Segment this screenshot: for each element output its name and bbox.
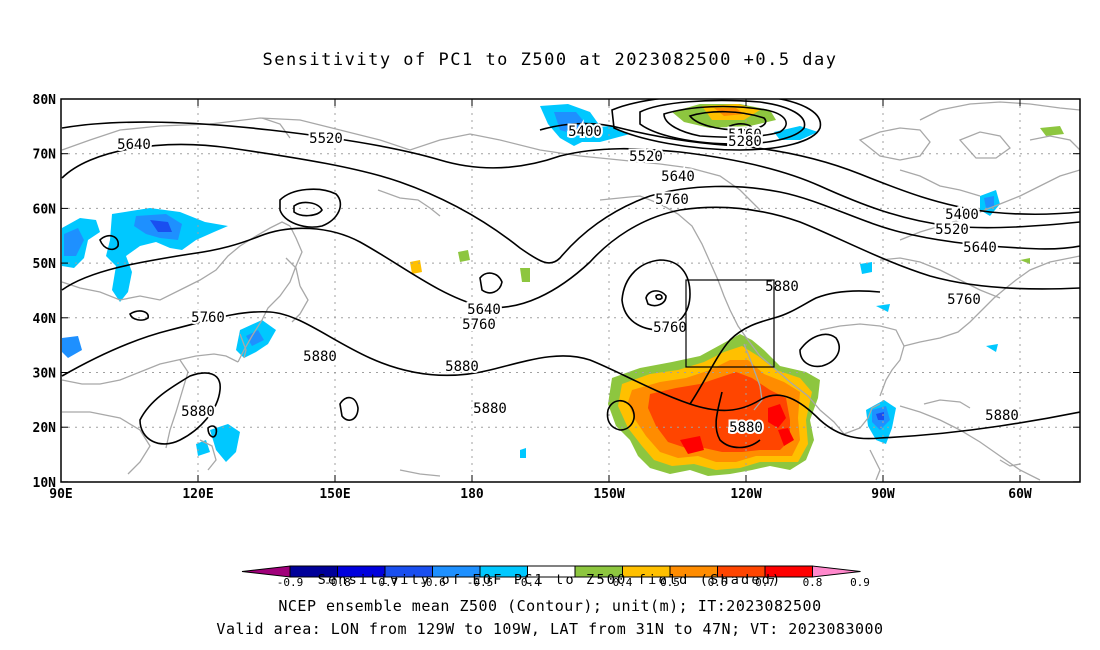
contour-label: 5640: [467, 302, 501, 318]
colorbar-tick-label: 0.5: [660, 576, 680, 589]
axis-ticks: [60, 98, 1080, 483]
contour-label: 5760: [462, 317, 496, 333]
lon-label: 150E: [319, 487, 350, 502]
contour-label: 5880: [445, 359, 479, 375]
lon-axis-labels: 90E 120E 150E 180 150W 120W 90W 60W: [49, 487, 1032, 502]
contour-label: 5640: [963, 240, 997, 256]
contour-label: 5400: [568, 124, 602, 140]
lat-label: 10N: [33, 476, 57, 491]
contour-label: 5520: [629, 149, 663, 165]
chart-title: Sensitivity of PC1 to Z500 at 2023082500…: [262, 50, 838, 70]
colorbar: -0.9 -0.8 -0.7 -0.6 -0.5 -0.4 0.4 0.5 0.6 0.7 0.8 0…: [241, 565, 870, 589]
contour-label: 5160: [728, 127, 762, 143]
coastlines: [61, 101, 1080, 481]
contour-label: 5280: [728, 134, 762, 150]
contour-label: 5760: [653, 320, 687, 336]
graticule: [61, 99, 1080, 482]
colorbar-tick-label: 0.6: [708, 576, 728, 589]
lon-label: 90W: [871, 487, 895, 502]
lon-label: 150W: [593, 487, 624, 502]
lat-label: 20N: [33, 421, 57, 436]
lon-label: 60W: [1008, 487, 1032, 502]
contour-labels: 5640 5520 5400 5160528055205640576054005520…: [115, 122, 1021, 438]
contour-label: 5760: [655, 192, 689, 208]
colorbar-tick-label: -0.4: [514, 576, 541, 589]
contour-label: 5520: [309, 131, 343, 147]
colorbar-tick-label: -0.7: [372, 576, 399, 589]
contour-label: 5640: [117, 137, 151, 153]
lat-label: 30N: [33, 367, 57, 382]
lat-label: 60N: [33, 202, 57, 217]
colorbar-tick-label: -0.5: [467, 576, 494, 589]
lat-label: 40N: [33, 312, 57, 327]
lon-label: 120W: [730, 487, 761, 502]
colorbar-tick-label: 0.9: [850, 576, 870, 589]
contour-label: 5400: [945, 207, 979, 223]
contour-label: 5880: [765, 279, 799, 295]
lat-axis-labels: 80N 70N 60N 50N 40N 30N 20N 10N: [33, 93, 57, 491]
lon-label: 120E: [182, 487, 213, 502]
contour-label: 5760: [191, 310, 225, 326]
colorbar-tick-label: 0.7: [755, 576, 775, 589]
contour-label: 5880: [985, 408, 1019, 424]
contour-label: 5880: [181, 404, 215, 420]
colorbar-right-arrow: [812, 565, 861, 578]
colorbar-tick-label: 0.4: [613, 576, 633, 589]
contour-label: 5880: [473, 401, 507, 417]
lon-label: 90E: [49, 487, 72, 502]
contour-label: 5880: [729, 420, 763, 436]
contour-label: 5520: [935, 222, 969, 238]
colorbar-tick-label: -0.6: [419, 576, 446, 589]
lat-label: 50N: [33, 257, 57, 272]
colorbar-tick-label: 0.8: [803, 576, 823, 589]
map-frame: [60, 98, 1081, 483]
contour-label: 5880: [303, 349, 337, 365]
contour-label: 5760: [947, 292, 981, 308]
lat-label: 70N: [33, 148, 57, 163]
colorbar-tick-label: -0.9: [277, 576, 304, 589]
caption-line-3: Valid area: LON from 129W to 109W, LAT f…: [216, 620, 884, 638]
z500-contours: [61, 99, 1080, 449]
contour-label: 5640: [661, 169, 695, 185]
sensitivity-shading: [62, 104, 1064, 476]
caption-line-2: NCEP ensemble mean Z500 (Contour); unit(…: [278, 597, 822, 615]
caption-line-1: Sensitivity of EOF PC1 to Z500 field (Sh…: [317, 572, 783, 588]
valid-area-box: [685, 279, 775, 368]
lat-label: 80N: [33, 93, 57, 108]
colorbar-tick-label: -0.8: [324, 576, 351, 589]
lon-label: 180: [460, 487, 484, 502]
